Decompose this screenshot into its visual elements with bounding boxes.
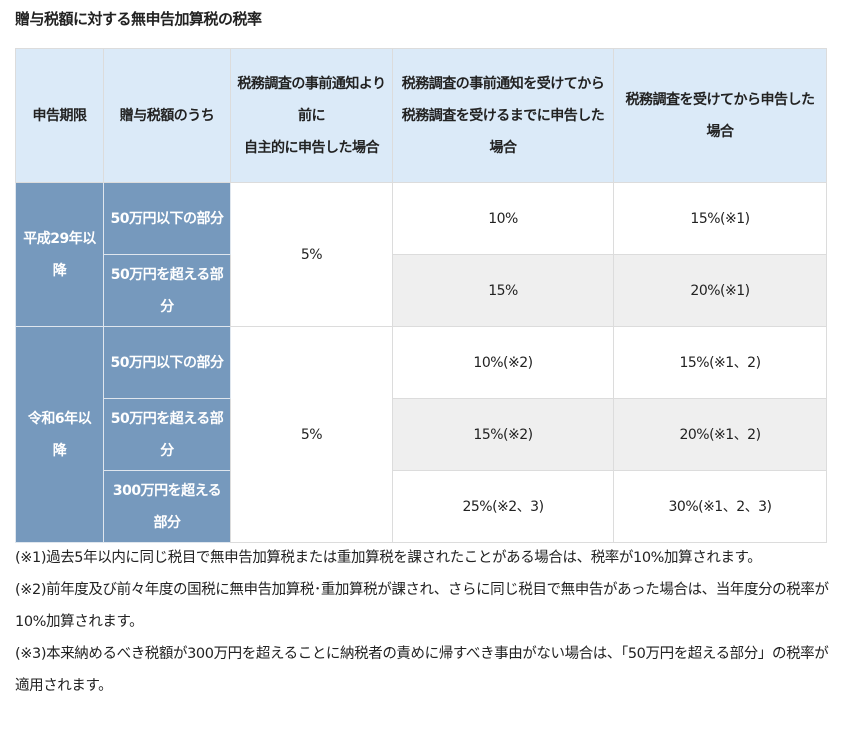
voluntary-rate-cell: 5% — [230, 326, 393, 543]
after-notice-rate-cell: 10%(※2) — [392, 326, 614, 399]
after-audit-rate-cell: 15%(※1、2) — [613, 326, 827, 399]
header-voluntary: 税務調査の事前通知より前に 自主的に申告した場合 — [230, 48, 393, 183]
table-row: 300万円を超える部分 25%(※2、3) 30%(※1、2、3) — [16, 470, 827, 543]
after-audit-rate-cell: 20%(※1) — [613, 254, 827, 327]
header-after-audit: 税務調査を受けてから申告した場合 — [613, 48, 827, 183]
penalty-rate-table: 申告期限 贈与税額のうち 税務調査の事前通知より前に 自主的に申告した場合 税務… — [15, 48, 827, 543]
header-row: 申告期限 贈与税額のうち 税務調査の事前通知より前に 自主的に申告した場合 税務… — [15, 48, 827, 183]
header-after-notice: 税務調査の事前通知を受けてから 税務調査を受けるまでに申告した場合 — [392, 48, 614, 183]
table-row: 50万円を超える部分 15%(※2) 20%(※1、2) — [16, 398, 827, 471]
portion-cell: 50万円以下の部分 — [103, 182, 231, 255]
table-row: 令和6年以降 50万円以下の部分 5% 10%(※2) 15%(※1、2) — [15, 326, 827, 543]
voluntary-rate-cell: 5% — [230, 182, 393, 327]
period-cell: 令和6年以降 — [15, 326, 104, 543]
header-portion: 贈与税額のうち — [103, 48, 231, 183]
table-title: 贈与税額に対する無申告加算税の税率 — [15, 10, 262, 28]
header-text: 申告期限 — [32, 107, 88, 124]
footnotes: (※1)過去5年以内に同じ税目で無申告加算税または重加算税を課されたことがある場… — [15, 542, 830, 702]
footnote-3: (※3)本来納めるべき税額が300万円を超えることに納税者の責めに帰すべき事由が… — [15, 646, 829, 694]
table-row: 平成29年以降 50万円以下の部分 5% 10% 15%(※1) — [15, 182, 827, 327]
after-audit-rate-cell: 30%(※1、2、3) — [613, 470, 827, 543]
after-notice-rate-cell: 10% — [392, 182, 614, 255]
portion-cell: 300万円を超える部分 — [103, 470, 231, 543]
after-audit-rate-cell: 20%(※1、2) — [613, 398, 827, 471]
portion-cell: 50万円を超える部分 — [103, 254, 231, 327]
table-row: 50万円を超える部分 15% 20%(※1) — [16, 254, 827, 327]
after-notice-rate-cell: 15% — [392, 254, 614, 327]
portion-cell: 50万円を超える部分 — [103, 398, 231, 471]
after-notice-rate-cell: 25%(※2、3) — [392, 470, 614, 543]
footnote-2: (※2)前年度及び前々年度の国税に無申告加算税･重加算税が課され、さらに同じ税目… — [15, 582, 829, 630]
header-period: 申告期限 — [15, 48, 104, 183]
portion-cell: 50万円以下の部分 — [103, 326, 231, 399]
after-notice-rate-cell: 15%(※2) — [392, 398, 614, 471]
header-text: 贈与税額のうち — [119, 107, 215, 124]
after-audit-rate-cell: 15%(※1) — [613, 182, 827, 255]
period-cell: 平成29年以降 — [15, 182, 104, 327]
footnote-1: (※1)過去5年以内に同じ税目で無申告加算税または重加算税を課されたことがある場… — [15, 550, 762, 566]
